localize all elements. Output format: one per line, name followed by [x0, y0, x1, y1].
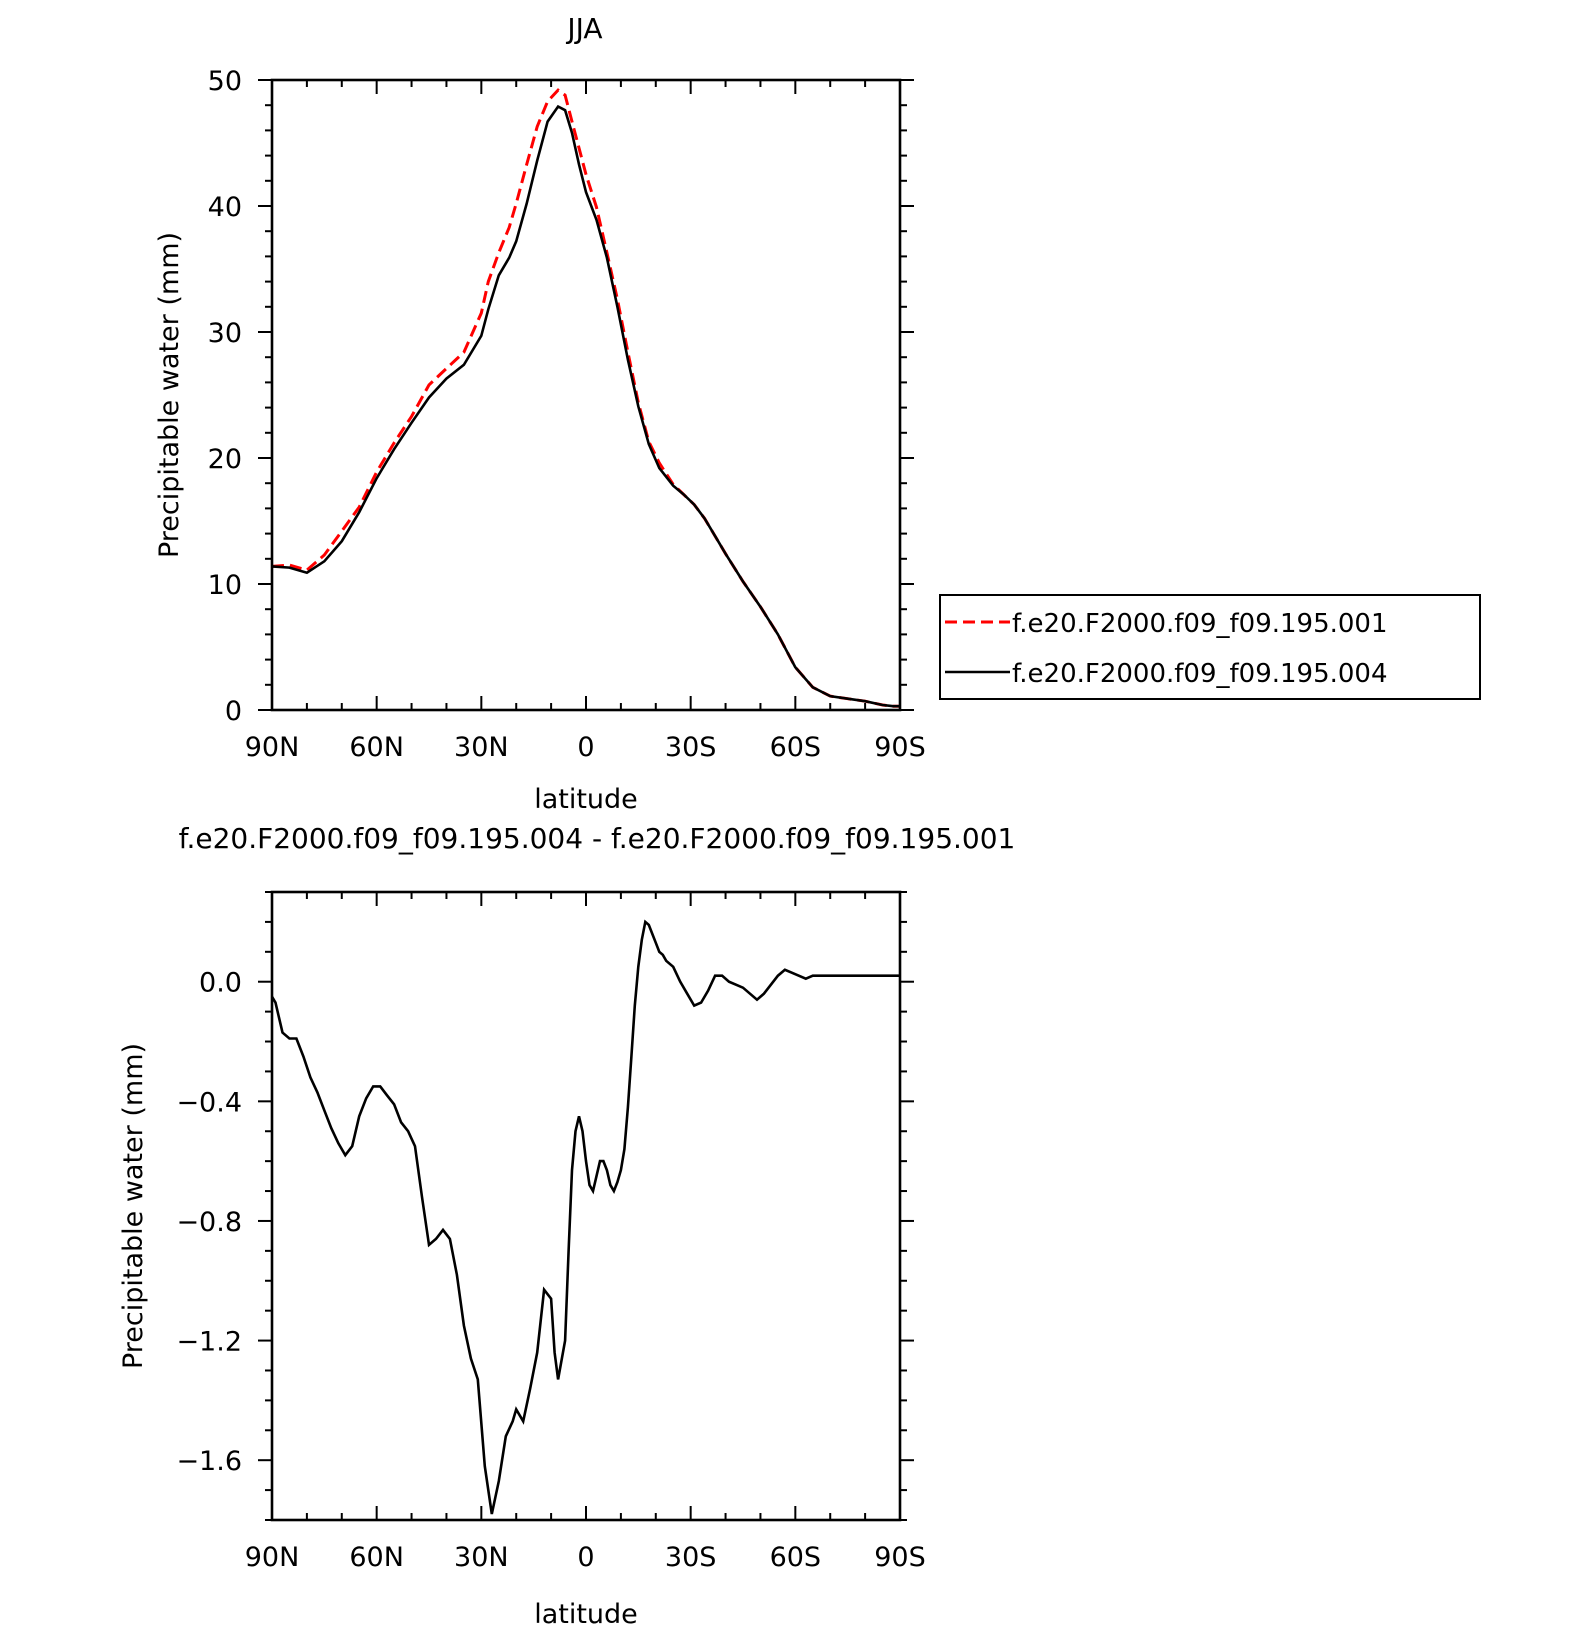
x-tick-label: 30N: [454, 732, 509, 763]
x-tick-label: 30S: [665, 732, 717, 763]
x-tick-label: 90N: [245, 1542, 300, 1573]
y-tick-label: −1.6: [176, 1446, 242, 1477]
y-tick-label: 50: [208, 66, 242, 97]
legend-label-series-1: f.e20.F2000.f09_f09.195.001: [1012, 609, 1388, 639]
bottom-axis-ticks: [258, 891, 914, 1521]
x-tick-label: 60N: [349, 1542, 404, 1573]
bottom-x-axis-label: latitude: [534, 1599, 638, 1630]
series-line-2: [271, 104, 900, 708]
top-y-axis-label: Precipitable water (mm): [154, 232, 185, 558]
bottom-tick-labels: 90N 60N 30N 0 30S 60S 90S 0.0 −0.4 −0.8 −1.2 −1.6: [176, 968, 925, 1573]
x-tick-label: 60S: [770, 1542, 822, 1573]
bottom-y-axis-label: Precipitable water (mm): [118, 1043, 149, 1369]
y-tick-label: 40: [208, 192, 242, 223]
y-tick-label: −1.2: [176, 1327, 242, 1358]
x-tick-label: 90N: [245, 732, 300, 763]
y-tick-label: 30: [208, 318, 242, 349]
x-tick-label: 90S: [874, 732, 926, 763]
top-plot-lines: [271, 88, 900, 708]
top-tick-labels: 90N 60N 30N 0 30S 60S 90S 0 10 20 30 40 50: [208, 66, 926, 763]
y-tick-label: 20: [208, 444, 242, 475]
x-tick-label: 0: [577, 1542, 594, 1573]
x-tick-label: 30N: [454, 1542, 509, 1573]
top-panel: JJA 90N 60N 30N 0 30S 60S 90S 0 10 20 30 40 50 latit…: [154, 12, 926, 815]
y-tick-label: 0: [225, 696, 242, 727]
series-line-1: [270, 919, 900, 1515]
top-plot-frame: [270, 78, 902, 712]
legend-box: [939, 594, 1481, 700]
y-tick-label: −0.8: [176, 1207, 242, 1238]
top-x-axis-label: latitude: [534, 784, 638, 815]
bottom-panel: f.e20.F2000.f09_f09.195.004 - f.e20.F200…: [118, 822, 1015, 1630]
y-tick-label: 0.0: [199, 968, 242, 999]
bottom-plot-frame: [270, 890, 902, 1522]
bottom-chart-title: f.e20.F2000.f09_f09.195.004 - f.e20.F200…: [179, 822, 1016, 855]
x-tick-label: 60N: [349, 732, 404, 763]
top-chart-title: JJA: [565, 12, 602, 45]
legend-label-series-2: f.e20.F2000.f09_f09.195.004: [1012, 659, 1388, 689]
x-tick-label: 60S: [770, 732, 822, 763]
x-tick-label: 90S: [874, 1542, 926, 1573]
legend: f.e20.F2000.f09_f09.195.001 f.e20.F2000.…: [939, 594, 1481, 700]
x-tick-label: 30S: [665, 1542, 717, 1573]
series-line-1: [271, 88, 900, 708]
x-tick-label: 0: [577, 732, 594, 763]
bottom-plot-lines: [270, 919, 900, 1515]
y-tick-label: −0.4: [176, 1087, 242, 1118]
y-tick-label: 10: [208, 570, 242, 601]
